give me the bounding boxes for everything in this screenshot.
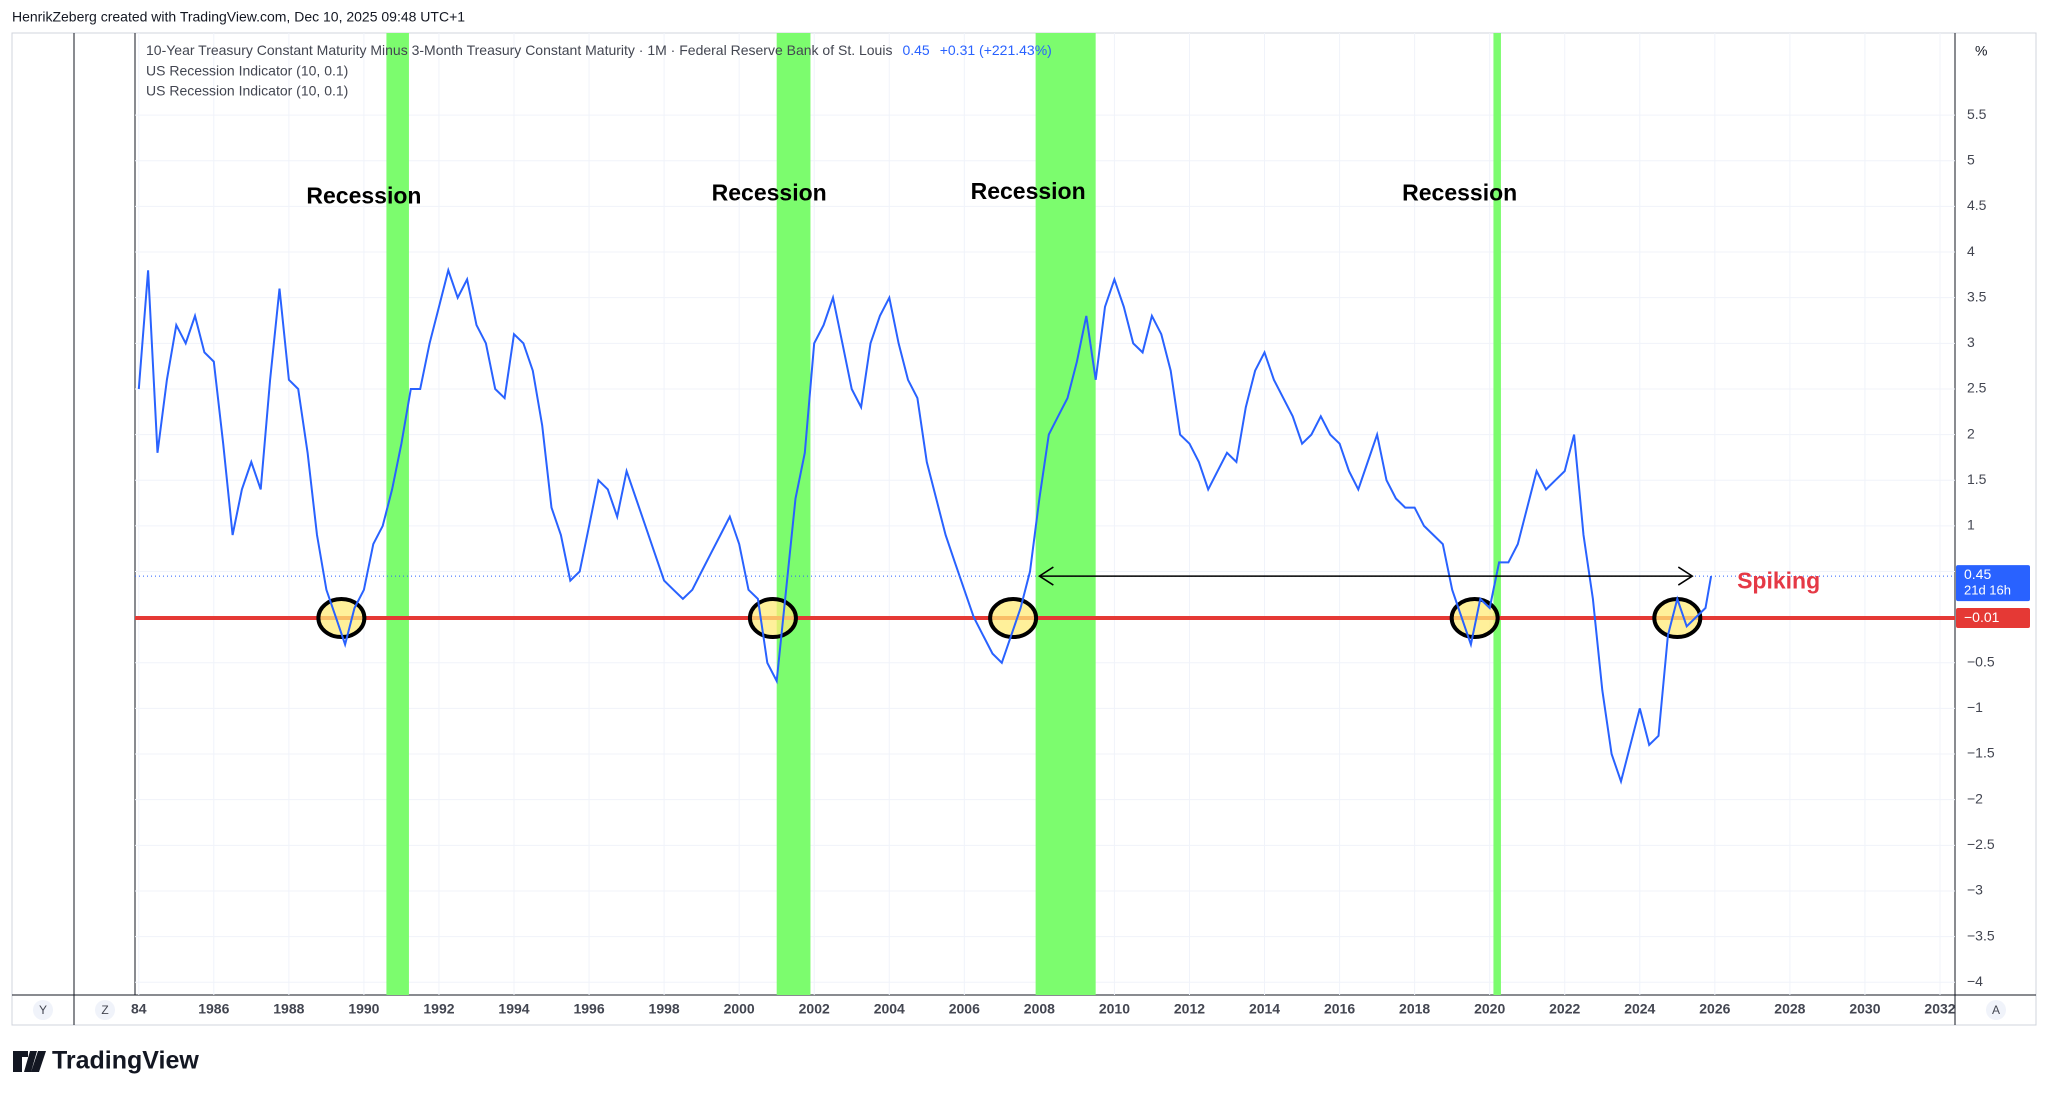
unit-label: % [1975,43,1987,59]
annotation: Spiking [1737,568,1820,594]
legend-indicator: US Recession Indicator (10, 0.1) [146,63,348,79]
highlight-circle [1449,597,1500,640]
arrow-head [1037,566,1054,586]
legend-title: 10-Year Treasury Constant Maturity Minus… [146,42,1052,58]
x-tick-label: 1996 [573,1001,604,1017]
annotation: Recession [1402,180,1517,206]
x-tick-label: 2022 [1549,1001,1580,1017]
logo-text: TradingView [52,1047,199,1075]
x-tick-label: 2020 [1474,1001,1505,1017]
annotation: Recession [306,182,421,208]
frame [11,32,2037,1026]
x-tick-label: 1994 [498,1001,529,1017]
highlight-circle [1652,597,1703,640]
x-tick-label: 2016 [1324,1001,1355,1017]
price-label-bg [1956,608,2030,629]
legend-part: 0.45 [902,42,929,58]
x-tick-label: 1988 [273,1001,304,1017]
logo: TradingView [13,1047,199,1075]
button-bg [1986,1000,2006,1020]
button[interactable]: Y [39,1003,47,1017]
axis-buttons: Y Z A [33,1000,2006,1020]
legend-indicator: US Recession Indicator (10, 0.1) [146,83,348,99]
button-bg [95,1000,115,1020]
y-tick-label: −0.5 [1967,653,1995,669]
logo-icon [13,1051,46,1072]
recession-band [1035,33,1096,995]
y-tick-label: 5 [1967,151,1975,167]
price-label: −0.01 [1964,609,2000,625]
x-tick-label: 2032 [1924,1001,1955,1017]
button[interactable]: A [1992,1003,2000,1017]
countdown: 21d 16h [1964,583,2011,598]
x-tick-label: 2002 [799,1001,830,1017]
legend-part: 10-Year Treasury Constant Maturity Minus… [146,42,892,58]
y-tick-label: 3 [1967,334,1975,350]
y-tick-label: 4.5 [1967,197,1987,213]
y-tick-label: −1 [1967,699,1983,715]
x-tick-label: 2018 [1399,1001,1430,1017]
highlight-circle [988,597,1039,640]
y-tick-label: 5.5 [1967,106,1987,122]
series-line [137,266,1713,785]
x-tick-label: 2000 [724,1001,755,1017]
x-tick-label: 2024 [1624,1001,1655,1017]
y-tick-label: 1 [1967,517,1975,533]
y-tick-label: −3 [1967,882,1983,898]
y-tick-label: −4 [1967,973,1983,989]
x-tick-label: 84 [131,1001,147,1017]
price-label-bg [1956,565,2030,602]
y-tick-label: 1.5 [1967,471,1987,487]
recession-band [1493,33,1501,995]
button[interactable]: Z [101,1003,108,1017]
y-tick-label: 2 [1967,425,1975,441]
y-tick-label: −3.5 [1967,927,1995,943]
legend-part: +0.31 (+221.43%) [940,42,1052,58]
y-tick-label: −2 [1967,790,1983,806]
x-tick-label: 2012 [1174,1001,1205,1017]
x-tick-label: 2006 [949,1001,980,1017]
highlight-circle [747,597,798,640]
price-label: 0.45 [1964,566,1991,582]
annotation: Recession [971,178,1086,204]
y-tick-label: 4 [1967,243,1975,259]
y-tick-label: 2.5 [1967,380,1987,396]
button-bg [33,1000,53,1020]
x-tick-label: 2028 [1774,1001,1805,1017]
x-tick-label: 2026 [1699,1001,1730,1017]
x-tick-label: 2010 [1099,1001,1130,1017]
x-tick-label: 2014 [1249,1001,1280,1017]
header: HenrikZeberg created with TradingView.co… [12,9,465,25]
highlight-circle [316,597,367,640]
annotation: Recession [712,180,827,206]
x-tick-label: 1998 [649,1001,680,1017]
x-tick-label: 2004 [874,1001,905,1017]
x-tick-label: 2030 [1849,1001,1880,1017]
y-tick-label: −1.5 [1967,745,1995,761]
recession-band [386,33,409,995]
x-tick-label: 1986 [198,1001,229,1017]
x-tick-label: 1990 [348,1001,379,1017]
y-tick-label: −2.5 [1967,836,1995,852]
x-tick-label: 2008 [1024,1001,1055,1017]
y-tick-label: 3.5 [1967,288,1987,304]
plot: Recession Recession Recession Recession Spik… [135,33,1955,995]
x-tick-label: 1992 [423,1001,454,1017]
arrow-head [1677,566,1694,586]
